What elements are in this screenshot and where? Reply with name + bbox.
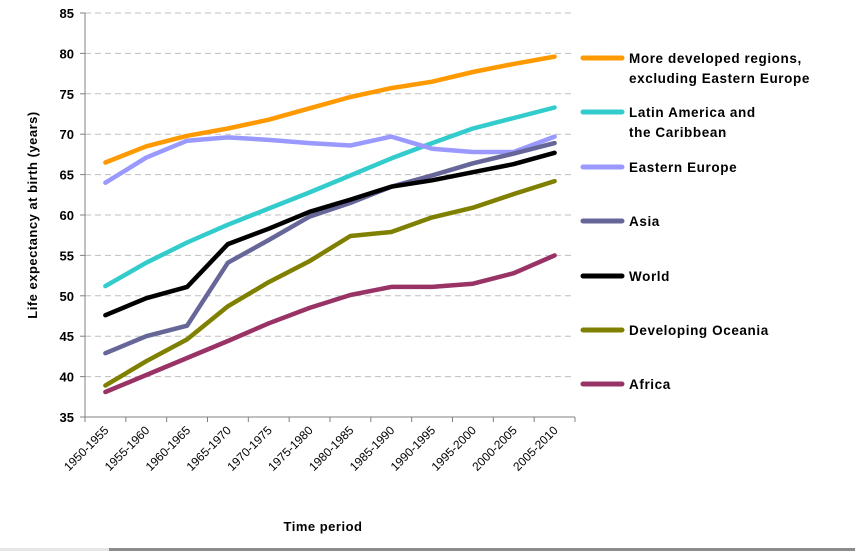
x-tick-labels: 1950-19551955-19601960-19651965-19701970… <box>61 417 576 474</box>
gridlines <box>85 12 575 378</box>
series-line-eastern-europe <box>103 134 557 185</box>
legend-item: World <box>580 269 670 284</box>
legend-item: Latin America and the Caribbean <box>580 105 756 140</box>
legend-label: World <box>629 269 670 284</box>
legend-item: Asia <box>580 214 660 229</box>
y-tick-label: 50 <box>60 289 74 304</box>
x-tick-label: 2005-2010 <box>510 423 561 474</box>
y-tick-label: 80 <box>60 46 74 61</box>
series-line-world <box>103 150 557 318</box>
series-line-africa <box>103 253 557 395</box>
legend-item: Eastern Europe <box>580 160 737 175</box>
legend-label: More developed regions, <box>629 51 802 66</box>
y-tick-label: 85 <box>60 6 74 21</box>
x-axis-title: Time period <box>284 519 363 534</box>
y-tick-label: 75 <box>60 87 74 102</box>
legend-label: Eastern Europe <box>629 160 737 175</box>
series-line-latin-america-and-the-caribbean <box>103 105 557 289</box>
scrollbar-thumb[interactable] <box>109 548 855 551</box>
series-line-asia <box>103 140 557 356</box>
scrollbar-track <box>0 548 109 551</box>
y-tick-label: 40 <box>60 370 74 385</box>
legend-item: More developed regions, excluding Eastern… <box>580 51 810 86</box>
legend: More developed regions, excluding Eastern… <box>580 51 810 392</box>
y-tick-label: 35 <box>60 410 74 425</box>
series-lines <box>103 54 557 395</box>
y-tick-label: 55 <box>60 248 74 263</box>
legend-label: Asia <box>629 214 660 229</box>
series-line-more-developed-regions-excluding-eastern-europe <box>103 54 557 165</box>
legend-label: the Caribbean <box>629 125 727 140</box>
legend-item: Developing Oceania <box>580 323 769 338</box>
legend-label: excluding Eastern Europe <box>629 71 810 86</box>
legend-label: Developing Oceania <box>629 323 769 338</box>
legend-label: Latin America and <box>629 105 756 120</box>
y-tick-label: 70 <box>60 127 74 142</box>
y-tick-label: 45 <box>60 329 74 344</box>
series-line-developing-oceania <box>103 178 557 388</box>
legend-item: Africa <box>580 377 671 392</box>
y-tick-labels: 35 40 45 50 55 60 65 70 75 80 85 <box>60 6 85 425</box>
y-axis-title: Life expectancy at birth (years) <box>25 111 40 318</box>
y-tick-label: 65 <box>60 168 74 183</box>
legend-label: Africa <box>629 377 671 392</box>
y-tick-label: 60 <box>60 208 74 223</box>
